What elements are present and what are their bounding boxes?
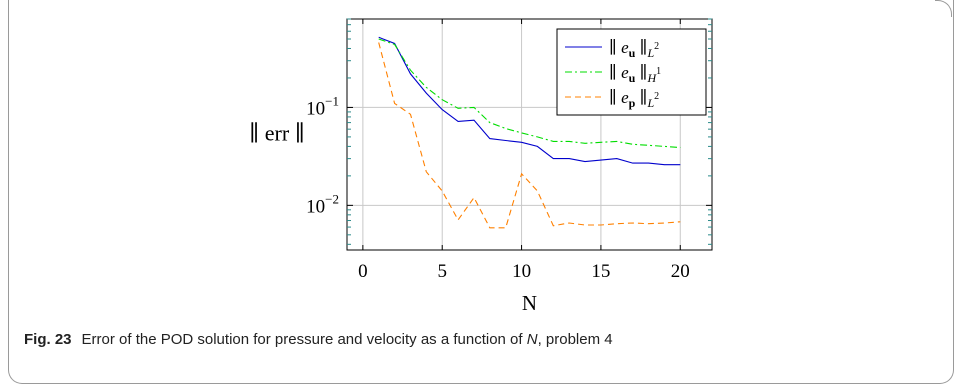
x-tick-label: 0 xyxy=(358,261,368,282)
series-line-2 xyxy=(378,38,681,149)
chart: 0 5 10 15 20 10−1 10−2 ∥ eu ∥L2 ∥ eu ∥H1 ∥ ep ∥L… xyxy=(249,18,713,315)
legend-label-2: ∥ eu ∥H1 xyxy=(609,63,661,85)
plot-border xyxy=(346,18,713,251)
caption-text-before: Error of the POD solution for pressure a… xyxy=(81,331,527,348)
y-tick-label: 10−1 xyxy=(306,93,339,119)
legend-label-1: ∥ eu ∥L2 xyxy=(609,38,659,60)
x-tick-label: 10 xyxy=(512,261,531,282)
x-tick-label: 5 xyxy=(437,261,447,282)
x-tick-label: 15 xyxy=(591,261,610,282)
caption-variable: N xyxy=(526,331,538,348)
figure-frame xyxy=(8,0,954,384)
series-line-3 xyxy=(378,42,681,229)
figure-caption: Fig. 23 Error of the POD solution for pre… xyxy=(24,331,613,348)
x-axis-label: N xyxy=(522,291,537,315)
y-tick-label: 10−2 xyxy=(306,191,339,217)
x-tick-label: 20 xyxy=(671,261,690,282)
series-line-1 xyxy=(378,36,681,166)
y-axis-label: ∥ err ∥ xyxy=(249,121,305,146)
caption-label: Fig. 23 xyxy=(24,331,72,348)
caption-text-after: , problem 4 xyxy=(537,331,613,348)
legend-label-3: ∥ ep ∥L2 xyxy=(609,88,659,110)
